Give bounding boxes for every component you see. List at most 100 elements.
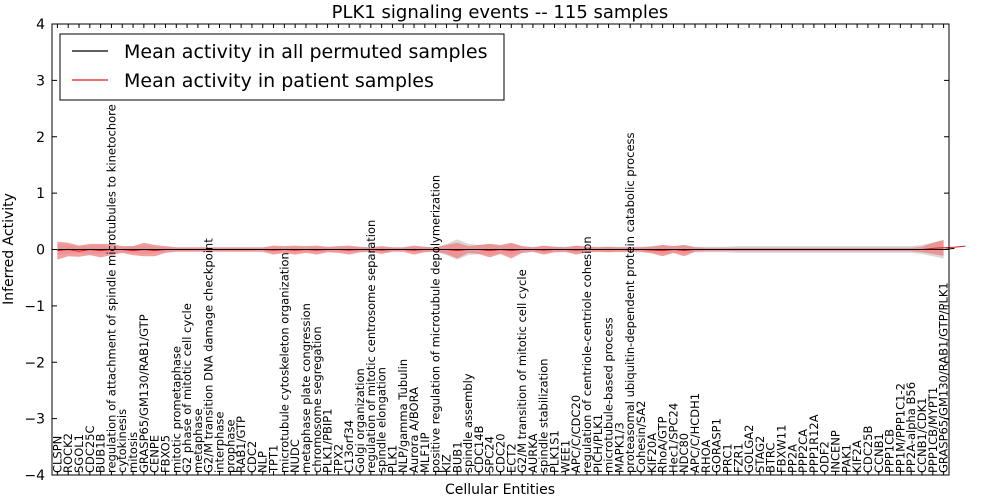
x-tick-label: NUDC — [288, 439, 302, 473]
x-tick-label: G2/M transition of mitotic cell cycle — [515, 269, 529, 473]
x-tick-label: RAB1/GTP — [234, 416, 248, 473]
x-tick-label: CLSPN — [50, 436, 64, 473]
x-tick-label: PPP1CB/MYPT1 — [926, 387, 940, 473]
y-tick-label: 2 — [36, 130, 45, 146]
series-lines — [57, 245, 966, 252]
x-tick-label: PP2A-alpha B56 — [904, 382, 918, 473]
chart-title: PLK1 signaling events -- 115 samples — [332, 2, 669, 23]
x-tick-label: APC/C/CDC20 — [569, 395, 583, 473]
x-tick-label: chromosome segregation — [310, 326, 324, 473]
x-tick-label: CDC2 — [245, 441, 259, 473]
x-tick-label: MAPK1/3 — [612, 422, 626, 473]
x-tick-label: WEE1 — [558, 440, 572, 473]
y-tick-label: 3 — [36, 73, 45, 89]
x-tick-label: cytokinesis — [115, 409, 129, 473]
x-tick-label: KIF20A — [645, 433, 659, 473]
x-tick-label: Hec1/SPC24 — [666, 403, 680, 473]
x-tick-label: regulation of centriole-centriole cohesi… — [580, 236, 594, 473]
x-tick-label: CDC20 — [494, 433, 508, 473]
x-tick-label: spindle stabilization — [537, 358, 551, 473]
x-tick-label: spindle assembly — [461, 373, 475, 473]
x-tick-label: CENPE — [148, 435, 162, 473]
x-axis-label: Cellular Entities — [445, 482, 555, 498]
x-tick-label: Aurora A/BORA — [407, 387, 421, 473]
legend: Mean activity in all permuted samples Me… — [59, 33, 505, 101]
y-axis: 4 3 2 1 0 −1 −2 −3 −4 — [24, 17, 949, 484]
x-tick-label: microtubule-based process — [602, 317, 616, 473]
x-tick-label: PP1M/PPP1C1-2 — [893, 383, 907, 473]
x-tick-label: BUB1 — [450, 441, 464, 473]
y-tick-label: −1 — [24, 299, 45, 315]
legend-label-permuted: Mean activity in all permuted samples — [124, 41, 487, 63]
x-tick-label: PPP1CB — [883, 429, 897, 473]
x-tick-label: G2 phase of mitotic cell cycle — [180, 303, 194, 473]
x-tick-label: metaphase — [191, 408, 205, 473]
x-tick-label: KIZ — [440, 454, 454, 473]
x-tick-label: AURKA — [526, 433, 540, 473]
x-tick-label: NLP — [256, 451, 270, 473]
x-tick-label: CDC14B — [472, 425, 486, 473]
x-tick-label: Cohesin/SA2 — [634, 401, 648, 473]
x-tick-label: GOLGA2 — [742, 425, 756, 473]
x-tick-label: regulation of mitotic centrosome separat… — [364, 220, 378, 473]
x-tick-label: SGOL1 — [72, 434, 86, 473]
x-tick-label: GORASP1 — [710, 418, 724, 473]
x-tick-label: GRASP65/GM130/RAB1/GTP — [137, 314, 151, 473]
x-tick-label: PLK1S1 — [548, 430, 562, 473]
x-tick-label: PLK1 — [385, 445, 399, 473]
x-tick-label: STAG2 — [753, 436, 767, 473]
x-tick-label: PP2A — [785, 444, 799, 473]
x-tick-label: CCNB1 — [872, 433, 886, 473]
x-tick-label: CCNB1/CDK1 — [915, 398, 929, 474]
y-tick-label: −2 — [24, 355, 45, 371]
x-tick-label: spindle elongation — [375, 367, 389, 473]
x-tick-label: APC/C/HCDH1 — [688, 393, 702, 473]
x-tick-label: BTRC — [764, 443, 778, 473]
y-tick-label: 1 — [36, 186, 45, 202]
x-tick-label: FBXO5 — [159, 435, 173, 473]
x-tick-label: mitosis — [126, 432, 140, 473]
y-axis-label: Inferred Activity — [1, 193, 17, 305]
permuted-line — [57, 247, 955, 250]
y-tick-label: −3 — [24, 412, 45, 428]
x-tick-label: CDC25B — [861, 425, 875, 473]
x-tick-label: interphase — [213, 412, 227, 474]
x-tick-label: INCENP — [829, 430, 843, 473]
legend-label-patient: Mean activity in patient samples — [124, 70, 434, 92]
x-tick-label: FZR1 — [731, 443, 745, 473]
x-tick-label: GRASP65/GM130/RAB1/GTP/PLK1 — [937, 282, 951, 473]
x-tick-label: MLF1IP — [418, 432, 432, 473]
x-tick-label: G2/M transition DNA damage checkpoint — [202, 238, 216, 473]
x-tick-label: BUB1B — [94, 433, 108, 473]
x-tick-label: Golgi organization — [353, 368, 367, 473]
x-tick-label: proteasomal ubiquitin-dependent protein … — [623, 132, 637, 473]
x-tick-label: regulation of attachment of spindle micr… — [104, 104, 118, 473]
x-tick-label: ODF2 — [818, 441, 832, 473]
x-tick-label: PPP1R12A — [807, 414, 821, 473]
legend-box — [59, 33, 505, 101]
y-tick-label: 4 — [36, 17, 45, 33]
x-tick-label: prophase — [223, 419, 237, 473]
x-tick-label: RHOA — [699, 440, 713, 473]
y-tick-label: 0 — [36, 243, 45, 259]
x-tick-label: NDC80 — [677, 433, 691, 473]
x-tick-label: KIF2A — [850, 440, 864, 473]
x-tick-label: PLK1/PBIP1 — [321, 408, 335, 473]
x-tick-label: C13orf34 — [342, 420, 356, 473]
x-tick-label: ECT2 — [504, 443, 518, 473]
x-tick-label: PPP2CA — [796, 429, 810, 473]
x-tick-label: metaphase plate congression — [299, 303, 313, 473]
x-tick-label: NLP/gamma Tubulin — [396, 359, 410, 473]
x-tick-label: SPC24 — [483, 436, 497, 473]
x-tick-label: CDC25C — [83, 425, 97, 473]
x-tick-label: PRC1 — [721, 443, 735, 473]
x-tick-label: mitotic prometaphase — [169, 346, 183, 473]
x-tick-label: positive regulation of microtubule depol… — [429, 175, 443, 473]
x-tick-label: microtubule cytoskeleton organization — [277, 252, 291, 473]
x-tick-label: PICH/PLK1 — [591, 414, 605, 473]
y-tick-label: −4 — [24, 468, 45, 484]
x-tick-label: RhoA/GTP — [656, 416, 670, 473]
x-tick-label: ROCK2 — [61, 433, 75, 473]
